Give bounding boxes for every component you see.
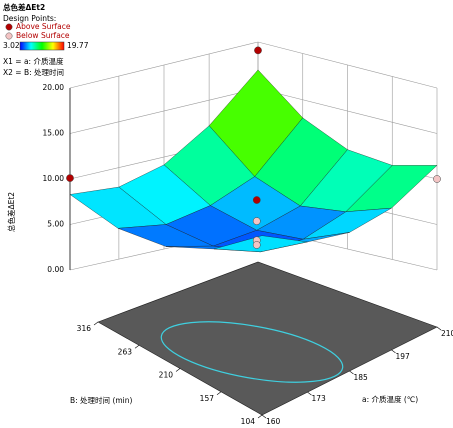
color-bar	[19, 41, 65, 51]
legend-label: Below Surface	[16, 31, 70, 40]
y-definition: X2 = B: 处理时间	[3, 67, 64, 77]
x-tick-label: 197	[396, 352, 411, 361]
design-point	[252, 217, 261, 225]
legend-marker	[5, 23, 13, 31]
y-tick	[134, 345, 140, 349]
floor	[97, 261, 438, 416]
y-tick-label: 104	[241, 417, 256, 426]
x-tick-label: 210	[441, 329, 453, 338]
y-tick-label: 157	[200, 394, 215, 403]
y-tick-label: 316	[77, 324, 92, 333]
surface-patch	[213, 235, 308, 253]
z-axis-label: 总色差ΔEt2	[6, 192, 16, 232]
y-axis-label: B: 处理时间 (min)	[70, 395, 133, 405]
x-tick	[436, 326, 442, 331]
x-tick-label: 185	[354, 373, 369, 382]
color-min: 3.02	[3, 41, 20, 50]
y-tick	[216, 391, 222, 395]
z-tick-label: 0.00	[47, 265, 64, 274]
design-point	[254, 46, 262, 55]
design-point	[66, 174, 74, 182]
chart-title: 总色差ΔEt2	[3, 2, 45, 12]
y-tick-label: 263	[118, 347, 133, 356]
z-tick-label: 10.00	[43, 174, 65, 183]
x-tick-label: 173	[312, 394, 327, 403]
x-tick-label: 160	[266, 417, 281, 426]
x-tick	[307, 391, 312, 396]
plot-area: 0.00 5.00 10.00 15.00 20.00 160 173 185 197 210 10…	[43, 41, 453, 426]
x-definition: X1 = a: 介质温度	[3, 56, 64, 66]
legend-marker	[5, 32, 13, 40]
y-tick	[93, 321, 99, 326]
y-tick	[175, 368, 181, 372]
legend-label: Above Surface	[16, 22, 71, 31]
x-tick	[349, 370, 354, 375]
design-point	[433, 175, 441, 183]
color-max: 19.77	[67, 41, 89, 50]
x-tick	[391, 349, 396, 354]
design-point	[252, 241, 261, 249]
x-axis-label: a: 介质温度 (℃)	[362, 394, 418, 404]
z-tick-label: 5.00	[47, 220, 64, 229]
x-tick	[261, 414, 267, 419]
y-tick	[257, 414, 263, 419]
design-point	[252, 196, 261, 204]
z-tick-label: 20.00	[43, 83, 65, 92]
y-tick-label: 210	[159, 371, 174, 380]
legend-title: Design Points:	[3, 14, 56, 23]
floor-contour	[160, 321, 344, 383]
z-tick-label: 15.00	[43, 129, 65, 138]
